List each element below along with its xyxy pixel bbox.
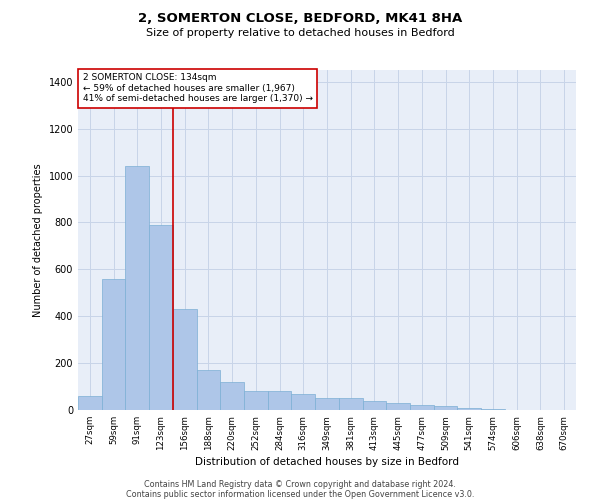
Bar — [362, 400, 386, 410]
Bar — [149, 225, 173, 410]
Bar — [268, 391, 292, 410]
Bar — [434, 406, 457, 410]
Bar — [292, 394, 315, 410]
Y-axis label: Number of detached properties: Number of detached properties — [33, 163, 43, 317]
Bar — [410, 406, 434, 410]
Bar — [220, 382, 244, 410]
Bar — [102, 278, 125, 410]
Bar — [125, 166, 149, 410]
Bar — [197, 370, 220, 410]
Text: Size of property relative to detached houses in Bedford: Size of property relative to detached ho… — [146, 28, 454, 38]
Bar — [78, 396, 102, 410]
Text: 2, SOMERTON CLOSE, BEDFORD, MK41 8HA: 2, SOMERTON CLOSE, BEDFORD, MK41 8HA — [138, 12, 462, 26]
X-axis label: Distribution of detached houses by size in Bedford: Distribution of detached houses by size … — [195, 456, 459, 466]
Bar — [173, 309, 197, 410]
Bar — [386, 403, 410, 410]
Text: Contains HM Land Registry data © Crown copyright and database right 2024.
Contai: Contains HM Land Registry data © Crown c… — [126, 480, 474, 499]
Bar — [315, 398, 339, 410]
Bar — [244, 391, 268, 410]
Text: 2 SOMERTON CLOSE: 134sqm
← 59% of detached houses are smaller (1,967)
41% of sem: 2 SOMERTON CLOSE: 134sqm ← 59% of detach… — [83, 74, 313, 103]
Bar — [457, 408, 481, 410]
Bar — [481, 409, 505, 410]
Bar — [339, 398, 362, 410]
